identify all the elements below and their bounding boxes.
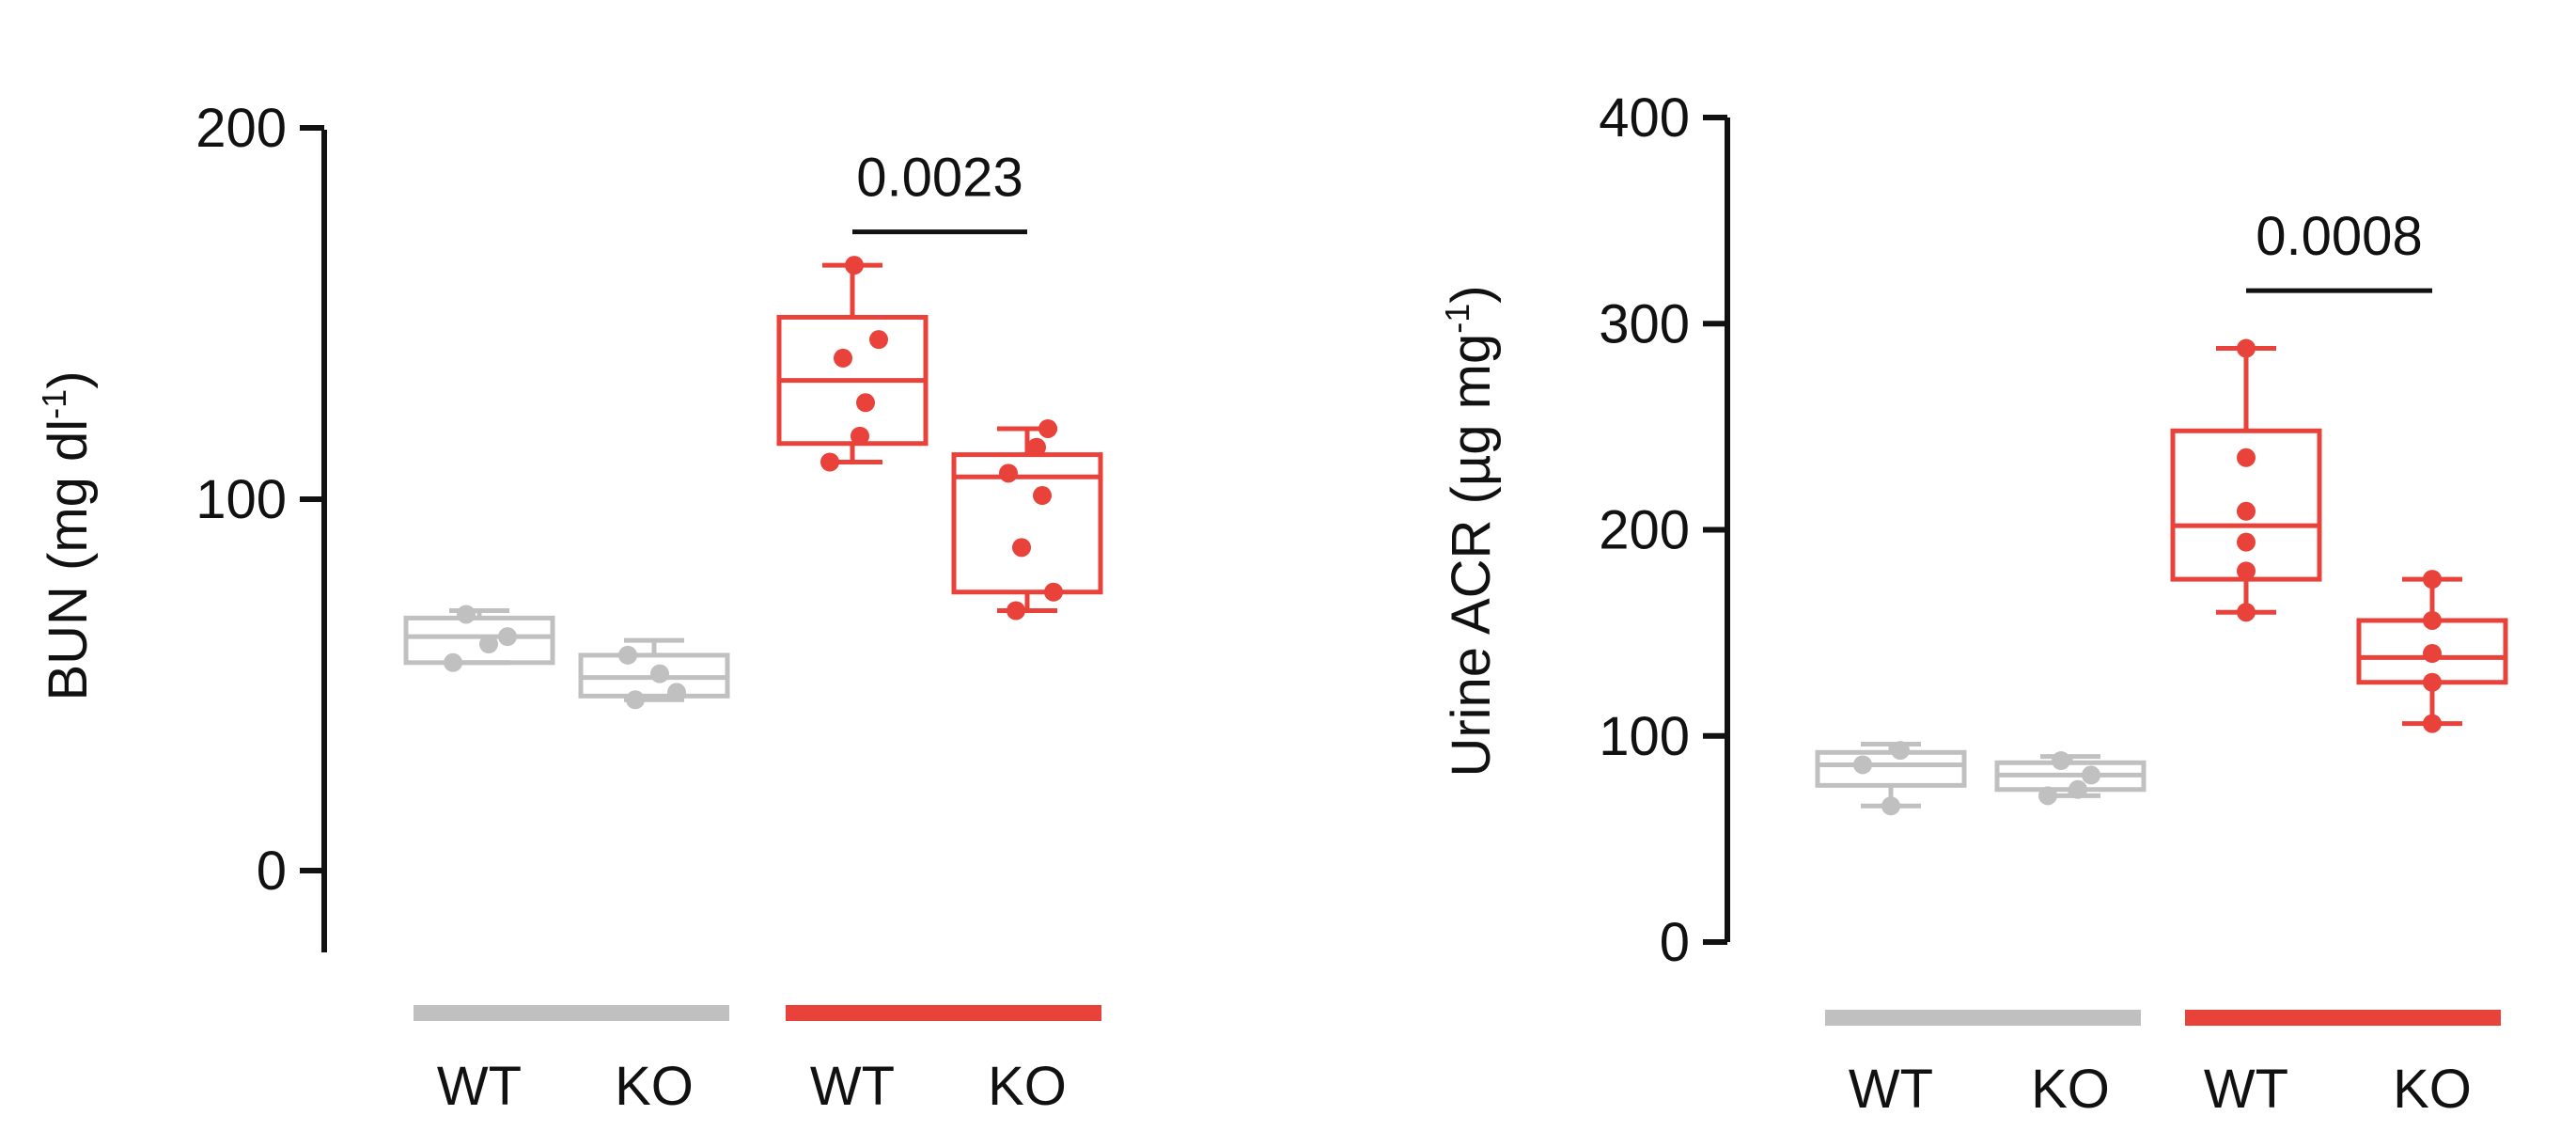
data-point bbox=[834, 348, 852, 368]
y-tick-label: 100 bbox=[195, 469, 287, 530]
urine-acr-chart: 0 100 200 300 400 Urine ACR (µg mg-1) 0.0008… bbox=[1438, 87, 2508, 1120]
group-label: KO bbox=[988, 1056, 1067, 1117]
control-group-bar bbox=[1825, 1010, 2141, 1026]
control-group-bar bbox=[414, 1005, 729, 1021]
data-point bbox=[2423, 610, 2442, 630]
box-treated-ko bbox=[2356, 570, 2508, 733]
group-label: KO bbox=[2031, 1059, 2110, 1120]
data-point bbox=[2069, 779, 2087, 799]
data-point bbox=[444, 652, 462, 672]
data-point bbox=[999, 464, 1018, 483]
data-point bbox=[2038, 786, 2057, 806]
significance-bracket: 0.0008 bbox=[2246, 206, 2432, 293]
box-treated-ko bbox=[951, 418, 1103, 621]
y-axis-title-close: ) bbox=[38, 370, 99, 388]
group-label: WT bbox=[437, 1056, 522, 1117]
data-point bbox=[1891, 741, 1910, 761]
y-tick-label: 200 bbox=[195, 98, 287, 159]
data-point bbox=[457, 605, 476, 624]
group-label: KO bbox=[615, 1056, 694, 1117]
significance-bracket: 0.0023 bbox=[852, 148, 1027, 235]
y-tick-label: 200 bbox=[1599, 500, 1690, 561]
data-point bbox=[1012, 538, 1031, 558]
data-point bbox=[618, 645, 637, 665]
data-point bbox=[2423, 570, 2442, 589]
y-tick-label: 100 bbox=[1599, 706, 1690, 767]
data-point bbox=[856, 393, 875, 413]
data-point bbox=[479, 635, 498, 654]
data-point bbox=[2237, 603, 2256, 622]
group-label: WT bbox=[810, 1056, 895, 1117]
box-treated-wt bbox=[2170, 338, 2322, 622]
group-label: WT bbox=[1849, 1059, 1933, 1120]
y-axis-ticks: 0 100 200 bbox=[195, 98, 324, 902]
data-point bbox=[2237, 448, 2256, 467]
box-series bbox=[403, 256, 1103, 710]
y-axis-title-superscript: -1 bbox=[35, 389, 73, 419]
y-axis-title-close: ) bbox=[1441, 285, 1502, 303]
treated-group-bar bbox=[786, 1005, 1101, 1021]
group-label: WT bbox=[2204, 1059, 2288, 1120]
data-point bbox=[2052, 751, 2070, 771]
group-label: KO bbox=[2393, 1059, 2472, 1120]
box-control-wt bbox=[403, 605, 555, 672]
data-point bbox=[1038, 418, 1057, 438]
box-iqr bbox=[951, 452, 1103, 595]
y-axis-title: Urine ACR (µg mg-1) bbox=[1438, 285, 1502, 777]
treated-group-bar bbox=[2185, 1010, 2501, 1026]
y-axis-title: BUN (mg dl-1) bbox=[35, 370, 99, 700]
box-series bbox=[1815, 338, 2508, 816]
box-iqr bbox=[1815, 749, 1967, 788]
data-point bbox=[626, 690, 645, 710]
box-control-wt bbox=[1815, 741, 1967, 816]
data-point bbox=[2423, 714, 2442, 733]
data-point bbox=[2082, 765, 2100, 785]
data-point bbox=[820, 452, 839, 472]
data-point bbox=[851, 426, 869, 446]
data-point bbox=[1027, 437, 1046, 457]
box-treated-wt bbox=[776, 256, 929, 472]
p-value-label: 0.0008 bbox=[2256, 206, 2422, 267]
bun-chart: 0 100 200 BUN (mg dl-1) 0.0023 WT KO WT KO bbox=[35, 98, 1103, 1117]
data-point bbox=[2237, 561, 2256, 581]
data-point bbox=[2237, 338, 2256, 358]
data-point bbox=[845, 256, 864, 275]
y-tick-label: 0 bbox=[257, 841, 287, 902]
y-axis-ticks: 0 100 200 300 400 bbox=[1599, 87, 1727, 973]
data-point bbox=[650, 664, 669, 683]
box-control-ko bbox=[578, 637, 730, 710]
data-point bbox=[2237, 532, 2256, 552]
data-point bbox=[1033, 486, 1052, 506]
p-value-label: 0.0023 bbox=[856, 148, 1023, 209]
data-point bbox=[2237, 501, 2256, 521]
box-iqr bbox=[403, 615, 555, 666]
y-tick-label: 300 bbox=[1599, 293, 1690, 354]
data-point bbox=[498, 627, 517, 647]
data-point bbox=[1007, 601, 1025, 621]
data-point bbox=[2423, 672, 2442, 692]
data-point bbox=[1044, 582, 1063, 602]
y-tick-label: 400 bbox=[1599, 87, 1690, 149]
data-point bbox=[667, 683, 686, 702]
data-point bbox=[2423, 644, 2442, 664]
y-axis-title-superscript: -1 bbox=[1438, 304, 1476, 334]
data-point bbox=[1881, 796, 1900, 816]
y-axis-title-main: Urine ACR (µg mg bbox=[1441, 334, 1502, 778]
y-tick-label: 0 bbox=[1660, 912, 1690, 973]
data-point bbox=[869, 330, 888, 350]
box-control-ko bbox=[1994, 751, 2147, 806]
y-axis-title-main: BUN (mg dl bbox=[38, 419, 99, 701]
data-point bbox=[1853, 755, 1872, 775]
